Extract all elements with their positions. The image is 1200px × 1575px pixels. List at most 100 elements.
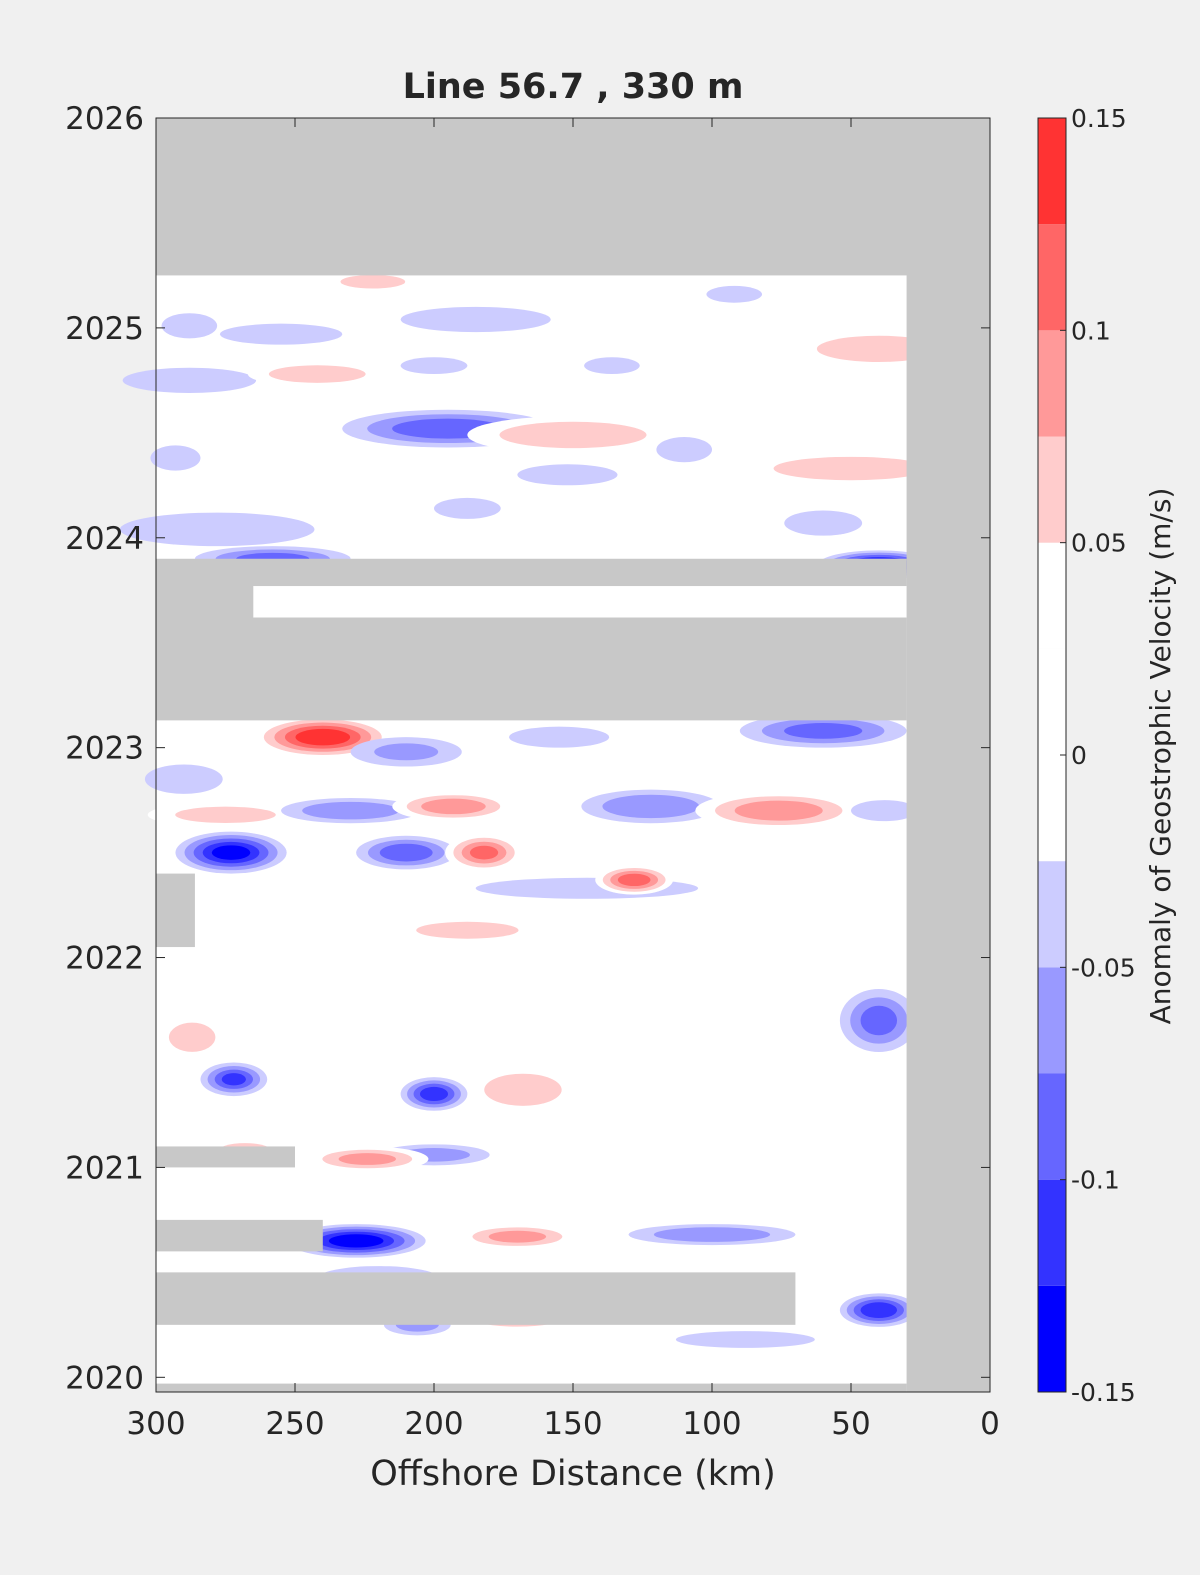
contour-level bbox=[602, 794, 700, 819]
anomaly-feature bbox=[817, 1232, 874, 1250]
contour-level bbox=[656, 437, 712, 463]
contour-level bbox=[421, 798, 486, 815]
anomaly-feature bbox=[784, 510, 863, 536]
contour-level bbox=[817, 1232, 874, 1250]
contour-level bbox=[379, 843, 433, 862]
colorbar-tick-label: -0.15 bbox=[1071, 1378, 1136, 1407]
anomaly-feature bbox=[839, 1293, 918, 1327]
no-data-regions bbox=[156, 118, 990, 1392]
anomaly-feature bbox=[189, 1360, 290, 1378]
contour-level bbox=[860, 1302, 898, 1319]
contour-level bbox=[653, 1227, 771, 1242]
anomaly-feature bbox=[467, 416, 679, 454]
no-data-region bbox=[156, 558, 907, 587]
x-tick-label: 0 bbox=[980, 1406, 1000, 1442]
x-tick-label: 100 bbox=[682, 1406, 741, 1442]
contour-level bbox=[119, 512, 315, 547]
x-tick-label: 300 bbox=[126, 1406, 185, 1442]
contour-level bbox=[221, 1073, 246, 1086]
anomaly-feature bbox=[456, 1224, 579, 1250]
chart-title: Line 56.7 , 330 m bbox=[403, 67, 744, 107]
anomaly-feature bbox=[150, 445, 201, 471]
contour-level bbox=[175, 806, 276, 823]
contour-level bbox=[338, 1153, 396, 1165]
y-tick-label: 2021 bbox=[65, 1150, 144, 1186]
contour-level bbox=[734, 800, 823, 821]
colorbar-swatch bbox=[1038, 1073, 1066, 1180]
contour-level bbox=[484, 1073, 562, 1106]
colorbar-tick-label: -0.05 bbox=[1071, 953, 1136, 982]
colorbar-swatch bbox=[1038, 861, 1066, 968]
contour-level bbox=[517, 464, 618, 486]
contour-level bbox=[228, 888, 295, 914]
x-axis: 300 250 200 150 100 50 0 bbox=[126, 118, 1000, 1442]
anomaly-feature bbox=[584, 357, 640, 375]
contour-level bbox=[400, 357, 468, 375]
anomaly-feature bbox=[851, 800, 918, 822]
contour-level bbox=[706, 285, 763, 303]
no-data-region bbox=[156, 873, 195, 948]
contour-level bbox=[219, 323, 343, 345]
colorbar-swatch bbox=[1038, 967, 1066, 1074]
anomaly-feature bbox=[322, 271, 423, 293]
x-tick-label: 200 bbox=[404, 1406, 463, 1442]
anomaly-feature bbox=[147, 802, 304, 828]
anomaly-feature bbox=[739, 714, 907, 748]
anomaly-feature bbox=[595, 865, 674, 895]
anomaly-feature bbox=[628, 1224, 796, 1246]
contour-level bbox=[211, 845, 251, 860]
contour-level bbox=[584, 357, 640, 375]
contour-level bbox=[499, 421, 647, 449]
anomaly-feature bbox=[695, 791, 863, 830]
contour-level bbox=[419, 1086, 449, 1102]
no-data-region bbox=[156, 579, 254, 633]
contour-level bbox=[600, 586, 740, 608]
anomaly-feature bbox=[434, 497, 501, 519]
anomaly-feature bbox=[378, 915, 557, 945]
anomaly-feature bbox=[581, 789, 721, 824]
colorbar-tick-label: 0.15 bbox=[1071, 104, 1127, 133]
contour-level bbox=[509, 726, 610, 748]
y-tick-label: 2020 bbox=[65, 1360, 144, 1396]
anomaly-feature bbox=[356, 835, 457, 870]
no-data-region bbox=[906, 118, 990, 1392]
contour-level bbox=[161, 313, 218, 339]
anomaly-feature bbox=[392, 791, 515, 822]
anomaly-feature bbox=[675, 1331, 815, 1348]
anomaly-feature bbox=[706, 285, 763, 303]
no-data-region bbox=[156, 1272, 796, 1325]
y-axis: 2020 2021 2022 2023 2024 2025 2026 bbox=[65, 101, 990, 1396]
contour-level bbox=[374, 743, 439, 761]
contour-level bbox=[488, 1230, 547, 1243]
no-data-region bbox=[156, 118, 990, 276]
contour-level bbox=[302, 801, 400, 820]
colorbar: 0.15 0.1 0.05 0 -0.05 -0.1 -0.15 bbox=[1037, 104, 1136, 1407]
contour-level bbox=[150, 445, 201, 471]
anomaly-feature bbox=[281, 798, 421, 824]
contour-level bbox=[876, 867, 910, 897]
colorbar-tick-label: 0.05 bbox=[1071, 529, 1127, 558]
plot-background bbox=[156, 118, 990, 1392]
anomaly-feature bbox=[158, 1016, 226, 1059]
contour-level bbox=[168, 1022, 216, 1052]
colorbar-swatch bbox=[1038, 1179, 1066, 1286]
contour-level bbox=[851, 800, 918, 822]
anomaly-feature bbox=[350, 737, 462, 767]
y-tick-label: 2022 bbox=[65, 941, 144, 977]
colorbar-tick-label: -0.1 bbox=[1071, 1166, 1120, 1195]
contour-level bbox=[328, 1234, 384, 1248]
anomaly-feature bbox=[119, 512, 315, 547]
no-data-region bbox=[156, 1146, 295, 1168]
no-data-region bbox=[156, 1219, 323, 1252]
x-tick-label: 150 bbox=[543, 1406, 602, 1442]
anomaly-contours bbox=[119, 271, 968, 1378]
contour-level bbox=[400, 306, 551, 333]
anomaly-feature bbox=[219, 323, 343, 345]
contour-level bbox=[416, 921, 519, 939]
anomaly-feature bbox=[812, 283, 890, 301]
colorbar-swatch bbox=[1038, 118, 1066, 225]
anomaly-feature bbox=[497, 365, 565, 387]
no-data-region bbox=[156, 1383, 907, 1392]
anomaly-feature bbox=[445, 833, 523, 872]
colorbar-swatch bbox=[1038, 330, 1066, 437]
